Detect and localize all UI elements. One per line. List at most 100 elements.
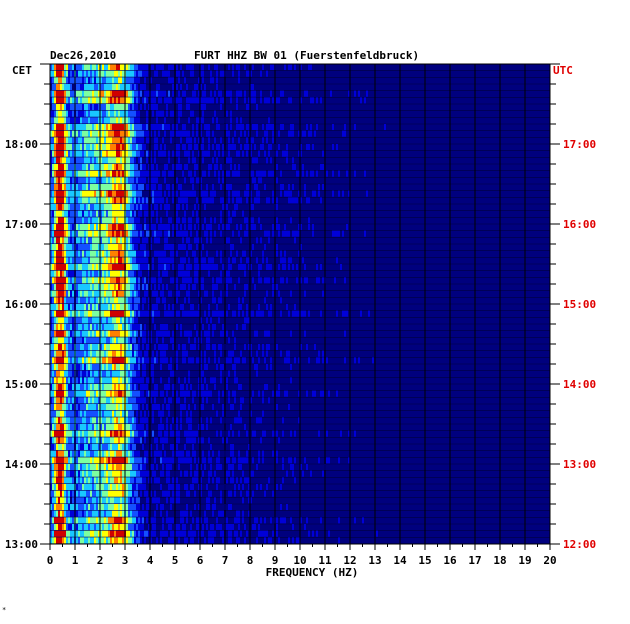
spectrogram-cell xyxy=(50,244,52,251)
spectrogram-cell xyxy=(152,417,154,424)
spectrogram-cell xyxy=(104,370,106,377)
spectrogram-cell xyxy=(244,130,246,137)
spectrogram-cell xyxy=(72,370,74,377)
spectrogram-cell xyxy=(234,370,236,377)
spectrogram-cell xyxy=(210,264,212,271)
spectrogram-cell xyxy=(86,130,88,137)
spectrogram-cell xyxy=(260,170,262,177)
spectrogram-cell xyxy=(68,277,70,284)
spectrogram-cell xyxy=(132,144,134,151)
spectrogram-cell xyxy=(164,430,166,437)
spectrogram-cell xyxy=(68,357,70,364)
spectrogram-cell xyxy=(168,77,170,84)
spectrogram-cell xyxy=(86,137,88,144)
spectrogram-cell xyxy=(164,264,166,271)
spectrogram-cell xyxy=(100,444,102,451)
spectrogram-cell xyxy=(58,177,60,184)
spectrogram-cell xyxy=(336,144,338,151)
spectrogram-cell xyxy=(248,444,250,451)
spectrogram-cell xyxy=(264,97,266,104)
spectrogram-cell xyxy=(176,477,178,484)
spectrogram-cell xyxy=(134,444,136,451)
spectrogram-cell xyxy=(156,297,158,304)
spectrogram-cell xyxy=(54,257,56,264)
spectrogram-cell xyxy=(240,397,242,404)
spectrogram-cell xyxy=(140,170,142,177)
spectrogram-cell xyxy=(140,257,142,264)
spectrogram-cell xyxy=(106,97,108,104)
spectrogram-cell xyxy=(98,264,100,271)
spectrogram-cell xyxy=(70,377,72,384)
spectrogram-cell xyxy=(58,397,60,404)
spectrogram-cell xyxy=(130,437,132,444)
spectrogram-cell xyxy=(82,457,84,464)
spectrogram-cell xyxy=(250,204,252,211)
spectrogram-cell xyxy=(98,84,100,91)
spectrogram-cell xyxy=(244,357,246,364)
spectrogram-cell xyxy=(76,137,78,144)
spectrogram-cell xyxy=(192,250,194,257)
spectrogram-cell xyxy=(198,264,200,271)
spectrogram-cell xyxy=(80,217,82,224)
spectrogram-cell xyxy=(242,310,244,317)
spectrogram-cell xyxy=(310,170,312,177)
spectrogram-cell xyxy=(180,197,182,204)
spectrogram-cell xyxy=(130,397,132,404)
spectrogram-cell xyxy=(112,137,114,144)
spectrogram-cell xyxy=(212,477,214,484)
spectrogram-cell xyxy=(88,117,90,124)
spectrogram-cell xyxy=(136,110,138,117)
spectrogram-cell xyxy=(138,250,140,257)
spectrogram-cell xyxy=(86,224,88,231)
spectrogram-cell xyxy=(208,390,210,397)
spectrogram-cell xyxy=(202,257,204,264)
spectrogram-cell xyxy=(96,350,98,357)
spectrogram-cell xyxy=(134,264,136,271)
spectrogram-cell xyxy=(134,337,136,344)
spectrogram-cell xyxy=(52,310,54,317)
spectrogram-cell xyxy=(162,437,164,444)
spectrogram-cell xyxy=(298,150,300,157)
spectrogram-cell xyxy=(66,130,68,137)
spectrogram-cell xyxy=(136,330,138,337)
spectrogram-cell xyxy=(140,470,142,477)
spectrogram-cell xyxy=(136,64,138,71)
spectrogram-cell xyxy=(164,324,166,331)
spectrogram-cell xyxy=(116,477,118,484)
spectrogram-cell xyxy=(94,364,96,371)
spectrogram-cell xyxy=(50,470,52,477)
spectrogram-cell xyxy=(70,137,72,144)
spectrogram-cell xyxy=(78,150,80,157)
spectrogram-cell xyxy=(120,317,122,324)
spectrogram-cell xyxy=(176,324,178,331)
spectrogram-cell xyxy=(76,470,78,477)
spectrogram-cell xyxy=(212,404,214,411)
spectrogram-cell xyxy=(206,384,208,391)
spectrogram-cell xyxy=(108,217,110,224)
spectrogram-cell xyxy=(64,264,66,271)
spectrogram-cell xyxy=(90,237,92,244)
spectrogram-cell xyxy=(134,270,136,277)
spectrogram-cell xyxy=(190,230,192,237)
spectrogram-cell xyxy=(164,270,166,277)
spectrogram-cell xyxy=(294,197,296,204)
spectrogram-cell xyxy=(56,417,58,424)
spectrogram-cell xyxy=(126,230,128,237)
spectrogram-cell xyxy=(62,237,64,244)
spectrogram-cell xyxy=(180,404,182,411)
spectrogram-cell xyxy=(134,450,136,457)
spectrogram-cell xyxy=(82,184,84,191)
spectrogram-cell xyxy=(178,204,180,211)
spectrogram-cell xyxy=(52,137,54,144)
spectrogram-cell xyxy=(186,290,188,297)
spectrogram-cell xyxy=(136,164,138,171)
spectrogram-cell xyxy=(108,204,110,211)
spectrogram-cell xyxy=(150,370,152,377)
spectrogram-cell xyxy=(220,257,222,264)
spectrogram-cell xyxy=(172,124,174,131)
spectrogram-cell xyxy=(136,364,138,371)
spectrogram-cell xyxy=(192,430,194,437)
spectrogram-cell xyxy=(126,390,128,397)
spectrogram-cell xyxy=(70,224,72,231)
spectrogram-cell xyxy=(262,250,264,257)
